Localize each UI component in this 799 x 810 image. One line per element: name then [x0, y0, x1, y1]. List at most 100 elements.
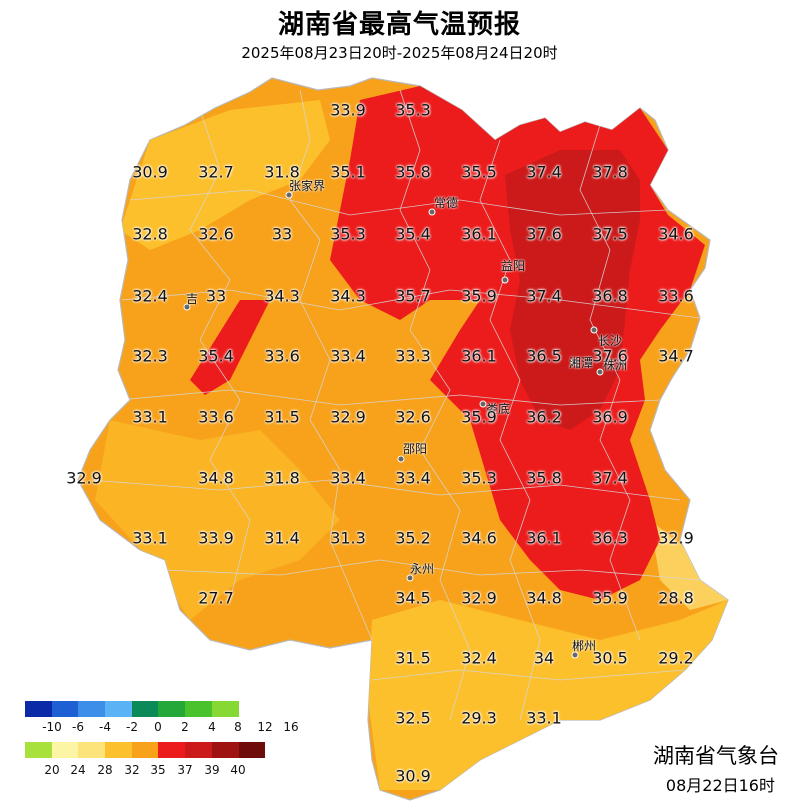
temperature-value: 34.6 [658, 224, 694, 244]
temperature-value: 34.6 [461, 528, 497, 548]
temperature-value: 36.1 [461, 224, 497, 244]
temperature-value: 33.9 [198, 528, 234, 548]
legend-swatch [211, 742, 239, 758]
zone-35-37-west-patch [190, 300, 270, 395]
city-label: 湘潭 [569, 356, 594, 370]
legend-label: 12 [257, 720, 273, 734]
temperature-value: 33 [271, 224, 293, 244]
temperature-value: 33 [205, 286, 227, 306]
temperature-value: 32.6 [395, 407, 431, 427]
zone-28-32-south [368, 600, 728, 790]
temperature-value: 33.1 [526, 708, 562, 728]
temperature-value: 35.5 [461, 162, 497, 182]
temperature-value: 33.1 [132, 407, 168, 427]
temperature-value: 34.8 [198, 468, 234, 488]
city-dot [285, 191, 293, 199]
city-dot [183, 303, 191, 311]
temperature-value: 35.3 [330, 224, 366, 244]
city-dot [590, 326, 598, 334]
legend-label: -6 [72, 720, 84, 734]
legend-swatch [105, 701, 132, 717]
temperature-value: 32.4 [461, 648, 497, 668]
temperature-value: 32.4 [132, 286, 168, 306]
temperature-value: 27.7 [198, 588, 234, 608]
temperature-value: 36.1 [526, 528, 562, 548]
issue-time: 08月22日16时 [665, 776, 775, 795]
temperature-value: 31.5 [395, 648, 431, 668]
temperature-value: 33.6 [198, 407, 234, 427]
temperature-value: 35.9 [592, 588, 628, 608]
legend-label: 40 [230, 763, 246, 777]
map-subtitle: 2025年08月23日20时-2025年08月24日20时 [241, 44, 558, 62]
temperature-value: 35.8 [526, 468, 562, 488]
legend-label: -2 [126, 720, 138, 734]
temperature-value: 33.4 [330, 346, 366, 366]
city-label: 常德 [434, 196, 459, 210]
legend-swatch [78, 742, 106, 758]
city-dot [428, 208, 436, 216]
city-label: 永州 [410, 562, 435, 576]
legend-swatch [25, 701, 52, 717]
city-label: 株洲 [603, 358, 628, 372]
zone-28-32-east [650, 520, 728, 610]
issuer-name: 湖南省气象台 [653, 744, 779, 768]
legend-swatch [185, 701, 212, 717]
temperature-value: 37.4 [592, 468, 628, 488]
temperature-value: 34.8 [526, 588, 562, 608]
temperature-value: 32.8 [132, 224, 168, 244]
legend-label: 37 [177, 763, 193, 777]
temperature-value: 33.6 [658, 286, 694, 306]
temperature-value: 33.4 [395, 468, 431, 488]
temperature-value: 36.3 [592, 528, 628, 548]
city-label: 吉 [186, 292, 199, 306]
temperature-value: 31.8 [264, 162, 300, 182]
zone-37-39 [505, 150, 640, 430]
temperature-value: 31.3 [330, 528, 366, 548]
temperature-value: 36.8 [592, 286, 628, 306]
temperature-value: 28.8 [658, 588, 694, 608]
temperature-value: 29.2 [658, 648, 694, 668]
temperature-value: 30.9 [132, 162, 168, 182]
city-dot [501, 276, 509, 284]
temperature-value: 37.5 [592, 224, 628, 244]
temperature-value: 35.9 [461, 286, 497, 306]
legend-swatch [105, 742, 132, 758]
legend-label: 20 [44, 763, 60, 777]
legend-cold-labels: -10 -6 -4 -2 0 2 4 8 12 16 [25, 720, 299, 734]
temperature-value: 32.3 [132, 346, 168, 366]
legend-swatch [238, 742, 266, 758]
temperature-value: 30.9 [395, 766, 431, 786]
temperature-value: 34.3 [264, 286, 300, 306]
legend-label: 0 [154, 720, 162, 734]
temperature-value: 35.1 [330, 162, 366, 182]
legend-swatch [185, 742, 212, 758]
temperature-value: 35.3 [395, 100, 431, 120]
temperature-value: 32.9 [658, 528, 694, 548]
city-label: 郴州 [572, 639, 597, 653]
city-dot [571, 651, 579, 659]
legend-swatch [78, 701, 106, 717]
legend-label: 8 [234, 720, 242, 734]
legend-label: 16 [283, 720, 299, 734]
temperature-value: 35.9 [461, 407, 497, 427]
legend-swatch [158, 701, 186, 717]
temperature-value: 32.9 [66, 468, 102, 488]
legend-swatch [25, 742, 52, 758]
temperature-value: 37.4 [526, 286, 562, 306]
temperature-value: 37.6 [592, 346, 628, 366]
temperature-value: 35.8 [395, 162, 431, 182]
legend-label: 2 [181, 720, 189, 734]
county-boundaries [89, 89, 701, 721]
legend-label: 28 [97, 763, 113, 777]
city-label: 张家界 [289, 179, 326, 193]
temperature-value: 32.5 [395, 708, 431, 728]
legend-label: 39 [204, 763, 220, 777]
temperature-value: 33.3 [395, 346, 431, 366]
temperature-value: 37.6 [526, 224, 562, 244]
temperature-value: 32.7 [198, 162, 234, 182]
legend-label: -10 [42, 720, 62, 734]
temperature-value: 37.4 [526, 162, 562, 182]
legend-cold-scale [25, 701, 239, 717]
legend-label: 32 [124, 763, 140, 777]
legend-swatch [51, 701, 79, 717]
